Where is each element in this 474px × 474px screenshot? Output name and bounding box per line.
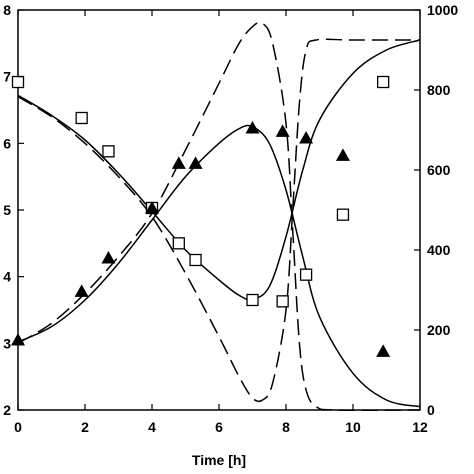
triangle-marker <box>101 251 116 264</box>
y2-tick-label: 0 <box>427 402 435 418</box>
triangle-marker <box>275 124 290 137</box>
square-marker <box>189 253 202 267</box>
triangle-marker <box>171 156 186 169</box>
dashed-curve-4 <box>17 38 420 403</box>
axis-ticks <box>17 9 421 411</box>
triangle-marker <box>335 148 350 161</box>
series-markers <box>11 75 391 357</box>
triangle-marker <box>188 156 203 169</box>
dashed-curve-5 <box>17 21 421 411</box>
square-marker <box>376 75 390 89</box>
y2-tick-label: 1000 <box>427 2 458 18</box>
triangle-marker <box>11 333 25 346</box>
triangle-marker <box>145 201 159 214</box>
y-tick-label: 6 <box>3 135 11 151</box>
x-tick-label: 0 <box>14 419 22 435</box>
y2-tick-label: 600 <box>427 162 451 178</box>
plot-frame <box>17 9 421 411</box>
x-tick-label: 2 <box>81 419 89 435</box>
y-tick-label: 2 <box>3 402 11 418</box>
x-tick-label: 12 <box>412 419 428 435</box>
square-marker <box>299 268 313 281</box>
triangle-marker <box>245 121 260 134</box>
square-marker <box>276 295 289 308</box>
y-tick-label: 8 <box>3 2 11 18</box>
solid-curve-3 <box>17 124 421 408</box>
solid-curve-2 <box>17 39 421 301</box>
x-tick-label: 6 <box>215 419 223 435</box>
square-marker <box>172 237 185 250</box>
y2-tick-label: 400 <box>427 242 451 258</box>
square-marker <box>336 208 350 221</box>
triangle-marker <box>74 284 89 297</box>
x-tick-label: 4 <box>148 419 156 435</box>
y-tick-label: 4 <box>3 269 11 285</box>
x-tick-label: 8 <box>282 419 290 435</box>
triangle-marker <box>376 344 391 357</box>
x-axis-title: Time [h] <box>192 452 246 468</box>
square-marker <box>102 145 115 158</box>
y-tick-label: 3 <box>3 335 11 351</box>
series-lines <box>17 21 421 411</box>
triangle-marker <box>299 131 314 144</box>
square-marker <box>75 111 88 125</box>
y2-tick-label: 800 <box>427 82 451 98</box>
y-tick-label: 5 <box>3 202 11 218</box>
y-tick-label: 7 <box>3 69 11 85</box>
y2-tick-label: 200 <box>427 322 451 338</box>
x-tick-label: 10 <box>345 419 361 435</box>
square-marker <box>11 75 25 89</box>
square-marker <box>246 293 259 307</box>
